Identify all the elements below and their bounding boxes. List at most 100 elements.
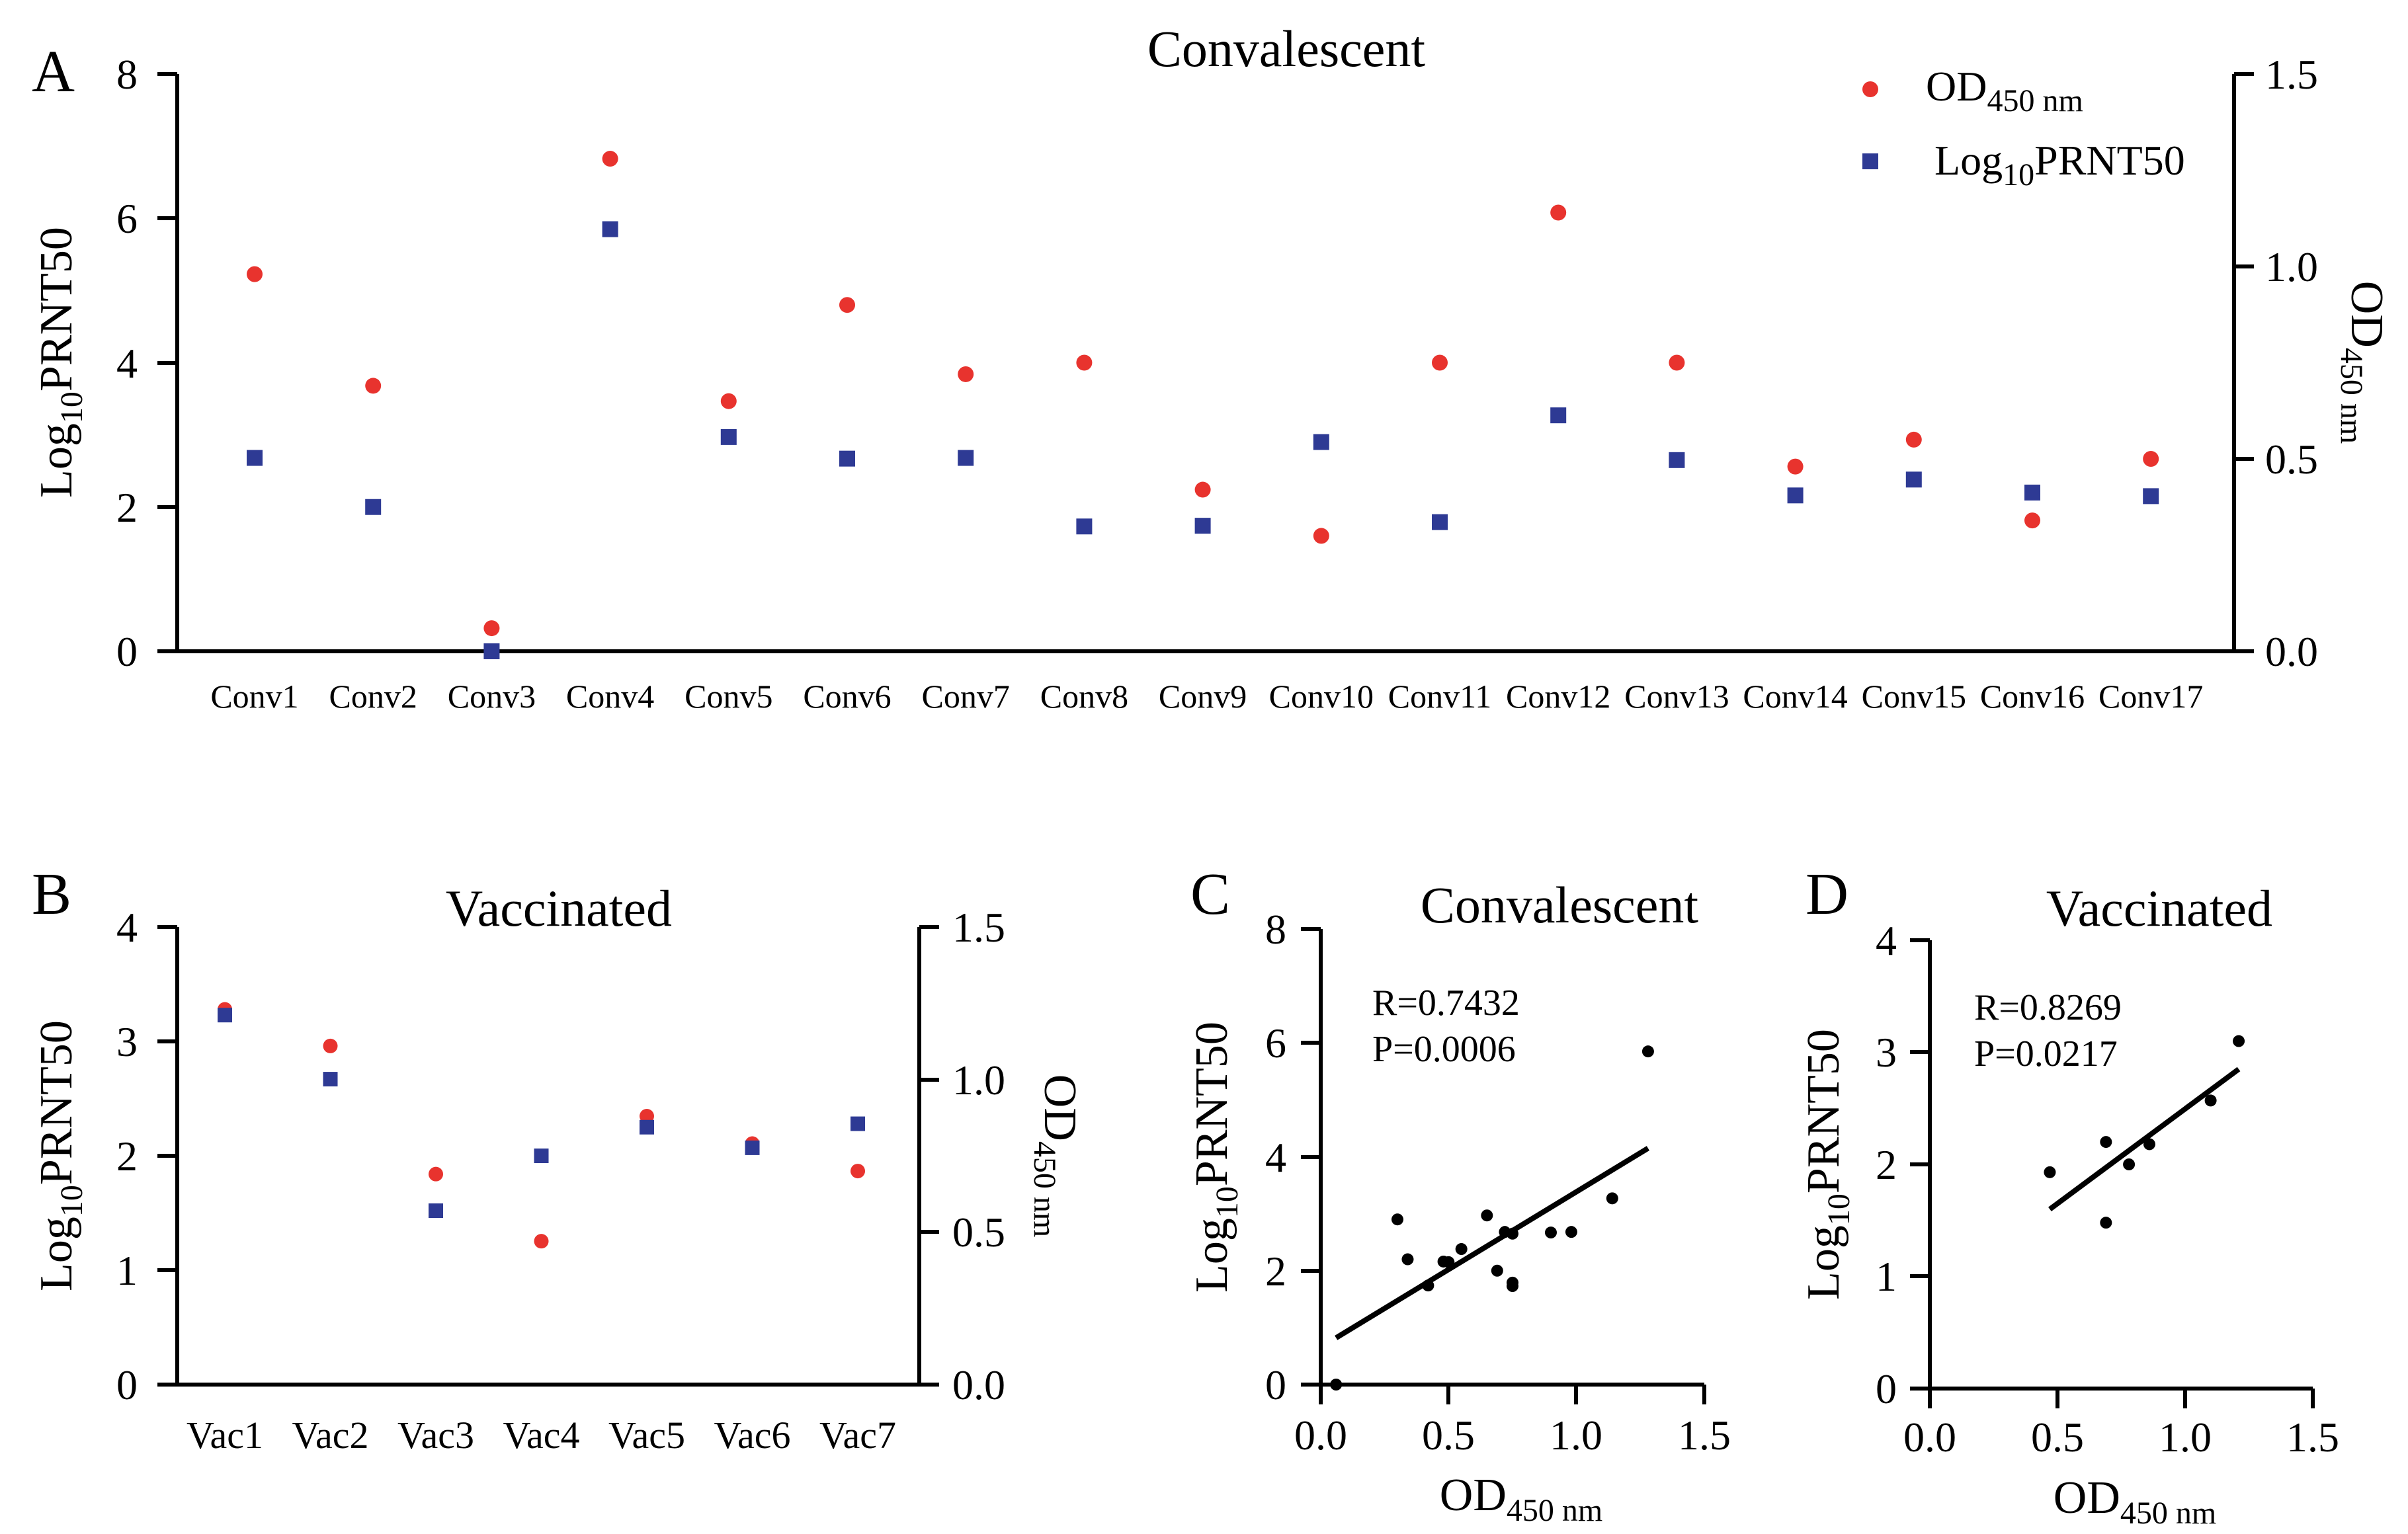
regression-line xyxy=(1335,1146,1650,1340)
prnt-square-point xyxy=(1194,518,1211,534)
prnt-square-point xyxy=(1550,407,1567,424)
panel-a-right-tick-label: 0.5 xyxy=(2265,436,2318,483)
category-label: Vac2 xyxy=(292,1414,369,1457)
prnt-square-point xyxy=(429,1203,443,1219)
prnt-square-point xyxy=(1432,514,1448,530)
panel-d-y-tick-label: 3 xyxy=(1876,1029,1897,1076)
panel-a-marks xyxy=(247,151,2159,659)
prnt-square-point xyxy=(323,1072,338,1087)
scatter-point xyxy=(2044,1166,2056,1178)
od-circle-point xyxy=(958,366,974,382)
category-label: Conv10 xyxy=(1269,678,1374,715)
category-label: Vac4 xyxy=(503,1414,580,1457)
panel-b-category-labels: Vac1 Vac2 Vac3 Vac4 Vac5 Vac6 Vac7 xyxy=(187,1414,896,1457)
panel-d-y-tick-label: 2 xyxy=(1876,1141,1897,1188)
scatter-point xyxy=(2100,1217,2112,1229)
panel-a-right-axis-label: OD450 nm xyxy=(2334,281,2392,444)
panel-b-right-ticks: 0.0 0.5 1.0 1.5 xyxy=(919,904,1005,1408)
scatter-point xyxy=(1606,1192,1618,1205)
legend-prnt-marker xyxy=(1862,153,1878,169)
panel-d-y-tick-label: 0 xyxy=(1876,1365,1897,1412)
category-label: Conv4 xyxy=(566,678,654,715)
prnt-square-point xyxy=(1669,452,1685,468)
panel-a-legend: OD450 nm Log10PRNT50 xyxy=(1862,63,2185,192)
prnt-square-point xyxy=(2024,484,2040,501)
panel-a-right-tick-label: 0.0 xyxy=(2265,628,2318,675)
category-label: Conv7 xyxy=(922,678,1010,715)
panel-a-right-tick-label: 1.0 xyxy=(2265,243,2318,290)
panel-d-y-tick-label: 4 xyxy=(1876,917,1897,964)
panel-c-letter: C xyxy=(1190,862,1230,927)
panel-b-marks xyxy=(218,1002,865,1249)
panel-d-y-tick-label: 1 xyxy=(1876,1253,1897,1300)
panel-b-title: Vaccinated xyxy=(446,879,672,937)
panel-d-x-tick-label: 0.5 xyxy=(2031,1414,2084,1461)
scatter-point xyxy=(2100,1136,2112,1149)
panel-c-y-ticks: 0 2 4 6 8 xyxy=(1265,906,1321,1408)
panel-a-right-tick-label: 1.5 xyxy=(2265,51,2318,98)
panel-d: D Vaccinated 0 1 2 3 4 0.0 0.5 1.0 1.5 O… xyxy=(1798,862,2339,1531)
prnt-square-point xyxy=(958,450,974,466)
panel-b-right-tick-label: 1.5 xyxy=(952,904,1005,951)
panel-c-x-ticks: 0.0 0.5 1.0 1.5 xyxy=(1294,1385,1731,1459)
scatter-point xyxy=(2143,1138,2155,1150)
od-circle-point xyxy=(429,1166,443,1182)
panel-a-category-labels: Conv1 Conv2 Conv3 Conv4 Conv5 Conv6 Conv7 Conv8… xyxy=(210,678,2203,715)
panel-c-marks xyxy=(1330,1045,1654,1391)
panel-c-y-tick-label: 0 xyxy=(1265,1361,1286,1408)
od-circle-point xyxy=(851,1164,865,1179)
od-circle-point xyxy=(720,393,737,409)
scatter-point xyxy=(1545,1227,1557,1239)
panel-c-x-tick-label: 0.5 xyxy=(1422,1412,1475,1459)
panel-b-left-tick-label: 1 xyxy=(116,1247,138,1294)
category-label: Conv6 xyxy=(803,678,891,715)
panel-d-x-tick-label: 1.0 xyxy=(2159,1414,2212,1461)
panel-a-title: Convalescent xyxy=(1147,20,1426,77)
panel-d-r-value: R=0.8269 xyxy=(1974,987,2122,1028)
legend-od-marker xyxy=(1862,81,1878,97)
scatter-point xyxy=(1491,1264,1503,1277)
scatter-point xyxy=(1507,1227,1518,1240)
prnt-square-point xyxy=(1313,434,1329,450)
panel-b-left-ticks: 0 1 2 3 4 xyxy=(116,904,177,1408)
panel-c-x-tick-label: 0.0 xyxy=(1294,1412,1347,1459)
category-label: Conv14 xyxy=(1743,678,1847,715)
prnt-square-point xyxy=(602,221,618,237)
prnt-square-point xyxy=(2143,488,2159,505)
prnt-square-point xyxy=(745,1140,760,1155)
panel-c-y-tick-label: 8 xyxy=(1265,906,1286,953)
scatter-point xyxy=(1401,1253,1414,1266)
panel-b-right-tick-label: 0.5 xyxy=(952,1209,1005,1256)
panel-d-x-axis-label: OD450 nm xyxy=(2054,1473,2216,1531)
prnt-square-point xyxy=(365,499,382,515)
panel-d-x-ticks: 0.0 0.5 1.0 1.5 xyxy=(1903,1389,2339,1461)
scatter-point xyxy=(1330,1379,1343,1391)
od-circle-point xyxy=(365,378,382,394)
panel-d-marks xyxy=(2044,1035,2245,1229)
od-circle-point xyxy=(2024,512,2040,529)
panel-a-letter: A xyxy=(32,39,75,104)
od-circle-point xyxy=(2143,451,2159,467)
prnt-square-point xyxy=(839,450,855,467)
panel-c: C Convalescent 0 2 4 6 8 0.0 0.5 1.0 1.5… xyxy=(1186,862,1731,1528)
panel-c-x-axis-label: OD450 nm xyxy=(1440,1470,1602,1528)
od-circle-point xyxy=(323,1038,338,1053)
od-circle-point xyxy=(1669,354,1685,371)
scatter-point xyxy=(1442,1256,1455,1268)
category-label: Conv17 xyxy=(2098,678,2203,715)
legend-prnt-label: Log10PRNT50 xyxy=(1934,137,2185,192)
category-label: Conv3 xyxy=(448,678,536,715)
od-circle-point xyxy=(602,151,618,167)
prnt-square-point xyxy=(720,428,737,445)
scatter-point xyxy=(1422,1279,1434,1292)
panel-c-y-tick-label: 6 xyxy=(1265,1020,1286,1067)
scatter-point xyxy=(1565,1226,1577,1238)
od-circle-point xyxy=(1313,528,1329,544)
panel-b-right-tick-label: 1.0 xyxy=(952,1057,1005,1104)
scatter-point xyxy=(1455,1243,1468,1256)
od-circle-point xyxy=(483,620,500,637)
scatter-point xyxy=(1507,1276,1518,1289)
panel-d-p-value: P=0.0217 xyxy=(1974,1033,2118,1074)
panel-b-left-axis-label: Log10PRNT50 xyxy=(31,1020,89,1291)
prnt-square-point xyxy=(1787,487,1804,504)
